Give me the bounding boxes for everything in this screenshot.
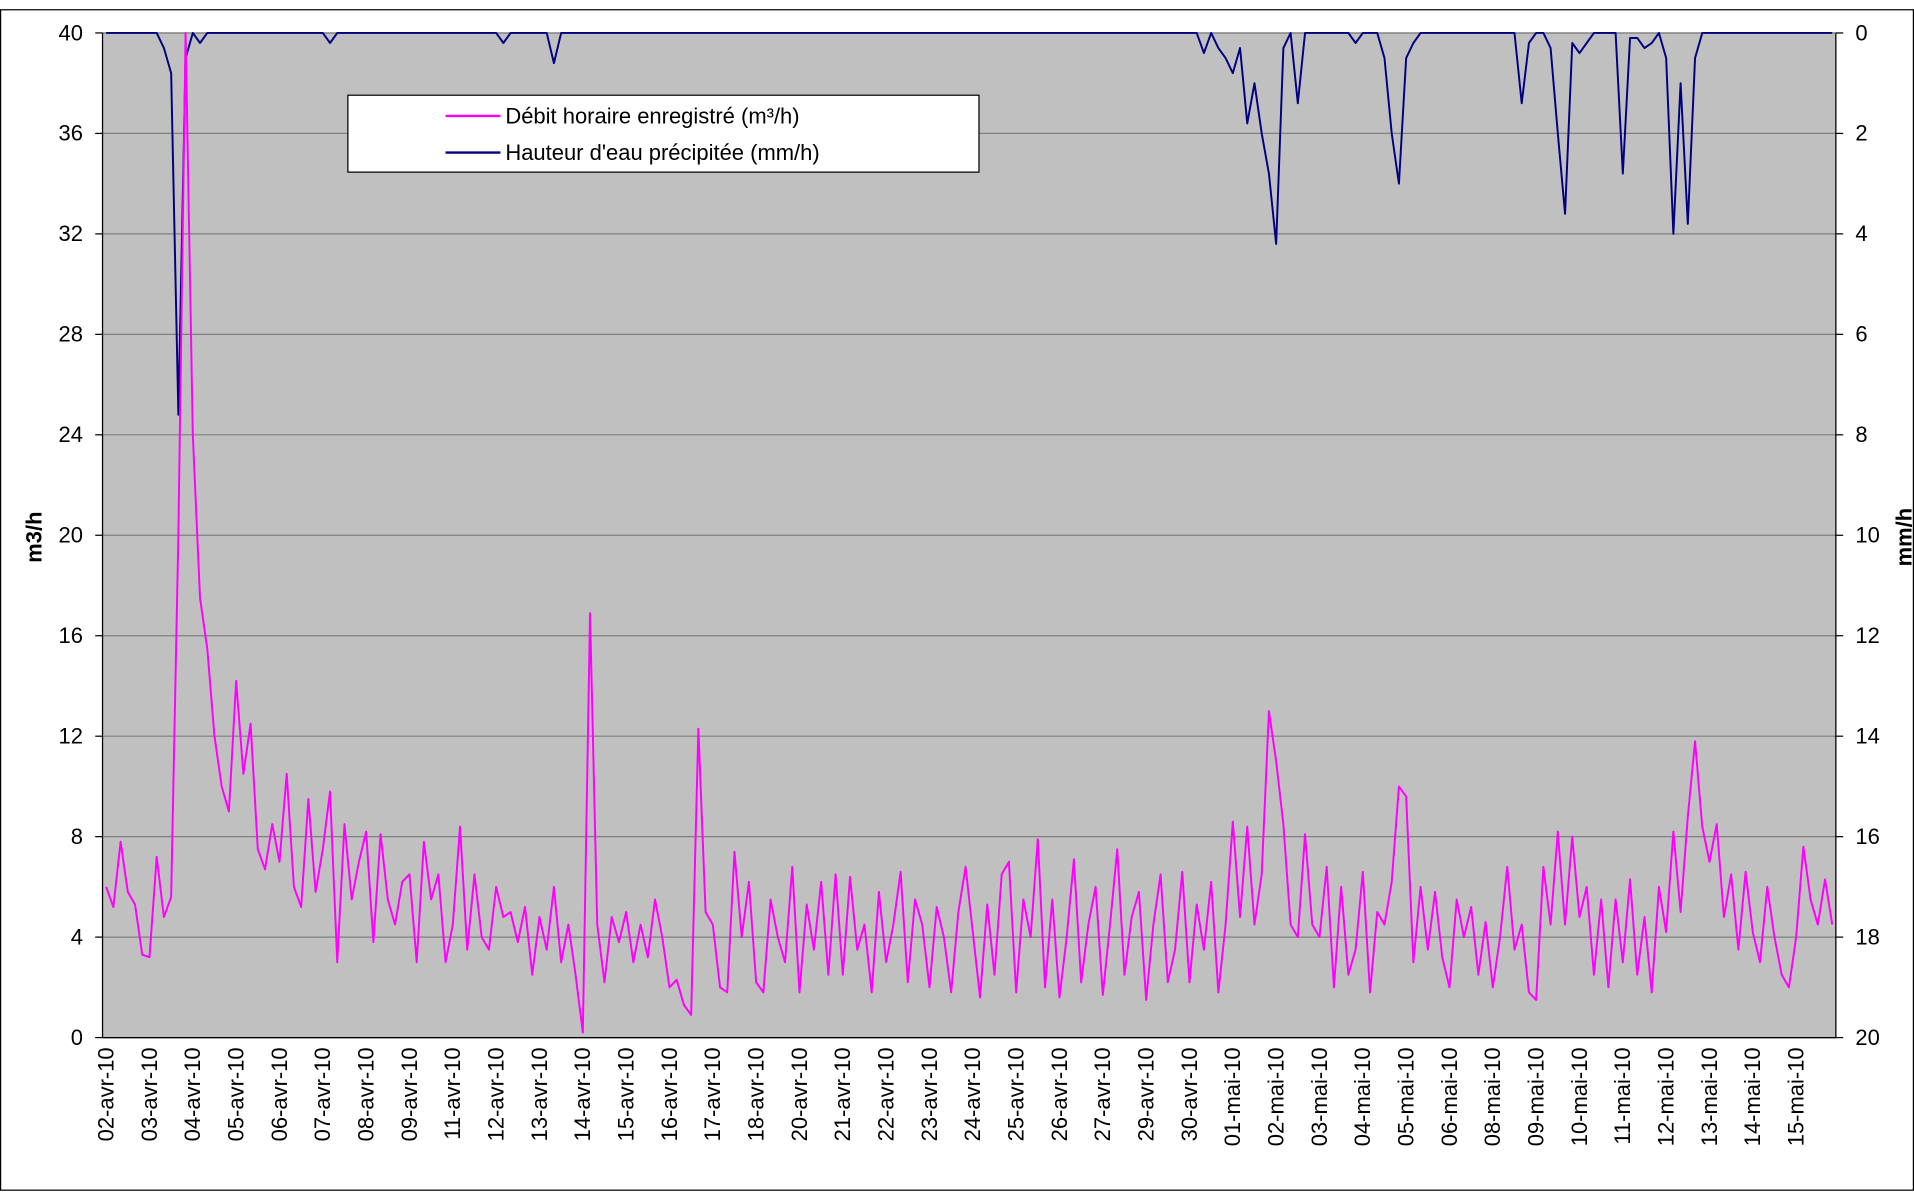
legend: Débit horaire enregistré (m³/h) Hauteur d… (347, 94, 980, 173)
x-tick-label: 14-avr-10 (570, 1047, 595, 1141)
x-tick-label: 11-mai-10 (1610, 1047, 1635, 1144)
x-tick-label: 13-avr-10 (527, 1047, 552, 1141)
x-tick-label: 24-avr-10 (960, 1047, 985, 1141)
y-axis-label: m3/h (22, 511, 47, 562)
x-tick-label: 06-avr-10 (267, 1047, 292, 1141)
x-tick-label: 03-mai-10 (1307, 1047, 1332, 1146)
x-tick-label: 02-avr-10 (93, 1047, 118, 1141)
y-tick-label: 40 (59, 20, 83, 45)
y-tick-label: 32 (59, 221, 83, 246)
series-line (106, 31, 1833, 416)
y2-tick-label: 4 (1855, 221, 1867, 246)
y-tick-label: 16 (59, 623, 83, 648)
x-tick-label: 08-mai-10 (1480, 1047, 1505, 1146)
x-tick-label: 06-mai-10 (1437, 1047, 1462, 1146)
x-tick-label: 13-mai-10 (1697, 1047, 1722, 1146)
y2-tick-label: 10 (1855, 523, 1879, 548)
y2-axis-label: mm/h (1892, 508, 1914, 567)
x-tick-label: 14-mai-10 (1740, 1047, 1765, 1146)
y-tick-label: 12 (59, 724, 83, 749)
x-tick-label: 09-mai-10 (1523, 1047, 1548, 1146)
x-tick-label: 22-avr-10 (873, 1047, 898, 1141)
legend-label: Hauteur d'eau précipitée (mm/h) (505, 140, 819, 165)
x-tick-label: 02-mai-10 (1263, 1047, 1288, 1146)
y-tick-label: 36 (59, 121, 83, 146)
y-tick-label: 24 (59, 422, 83, 447)
x-tick-label: 05-avr-10 (223, 1047, 248, 1141)
x-tick-label: 18-avr-10 (743, 1047, 768, 1141)
x-tick-label: 25-avr-10 (1003, 1047, 1028, 1141)
x-tick-label: 26-avr-10 (1047, 1047, 1072, 1141)
x-tick-label: 04-avr-10 (180, 1047, 205, 1141)
x-tick-label: 17-avr-10 (700, 1047, 725, 1141)
x-tick-label: 11-avr-10 (440, 1047, 465, 1139)
x-tick-label: 08-avr-10 (353, 1047, 378, 1141)
x-tick-label: 21-avr-10 (830, 1047, 855, 1141)
x-tick-label: 05-mai-10 (1393, 1047, 1418, 1146)
x-tick-label: 07-avr-10 (310, 1047, 335, 1141)
x-tick-label: 15-avr-10 (613, 1047, 638, 1141)
y2-tick-label: 14 (1855, 724, 1879, 749)
x-tick-label: 12-avr-10 (483, 1047, 508, 1141)
x-tick-label: 16-avr-10 (657, 1047, 682, 1141)
y2-tick-label: 16 (1855, 824, 1879, 849)
y-tick-label: 0 (71, 1025, 83, 1050)
x-tick-label: 04-mai-10 (1350, 1047, 1375, 1146)
y2-tick-label: 12 (1855, 623, 1879, 648)
x-tick-label: 23-avr-10 (917, 1047, 942, 1141)
x-tick-label: 20-avr-10 (787, 1047, 812, 1141)
x-tick-label: 30-avr-10 (1177, 1047, 1202, 1141)
x-tick-label: 15-mai-10 (1783, 1047, 1808, 1146)
y2-tick-label: 0 (1855, 20, 1867, 45)
x-tick-label: 03-avr-10 (137, 1047, 162, 1141)
y2-tick-label: 2 (1855, 121, 1867, 146)
x-tick-label: 29-avr-10 (1133, 1047, 1158, 1141)
y2-tick-label: 18 (1855, 924, 1879, 949)
y2-tick-label: 20 (1855, 1025, 1879, 1050)
x-tick-label: 09-avr-10 (397, 1047, 422, 1141)
y-tick-label: 4 (71, 924, 83, 949)
y-tick-label: 28 (59, 322, 83, 347)
series-line (105, 31, 1834, 1034)
y-tick-label: 20 (59, 523, 83, 548)
legend-box (347, 94, 980, 173)
y2-tick-label: 6 (1855, 322, 1867, 347)
x-tick-label: 27-avr-10 (1090, 1047, 1115, 1141)
legend-label: Débit horaire enregistré (m³/h) (505, 103, 799, 128)
x-tick-label: 10-mai-10 (1567, 1047, 1592, 1146)
y-tick-label: 8 (71, 824, 83, 849)
y2-tick-label: 8 (1855, 422, 1867, 447)
x-tick-label: 01-mai-10 (1220, 1047, 1245, 1146)
x-tick-label: 12-mai-10 (1653, 1047, 1678, 1146)
